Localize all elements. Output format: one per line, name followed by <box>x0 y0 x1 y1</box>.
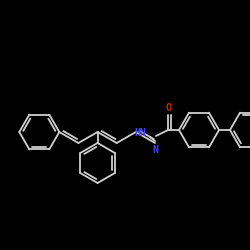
Text: O: O <box>166 103 172 113</box>
Text: N: N <box>152 145 158 155</box>
Text: HN: HN <box>134 128 146 138</box>
